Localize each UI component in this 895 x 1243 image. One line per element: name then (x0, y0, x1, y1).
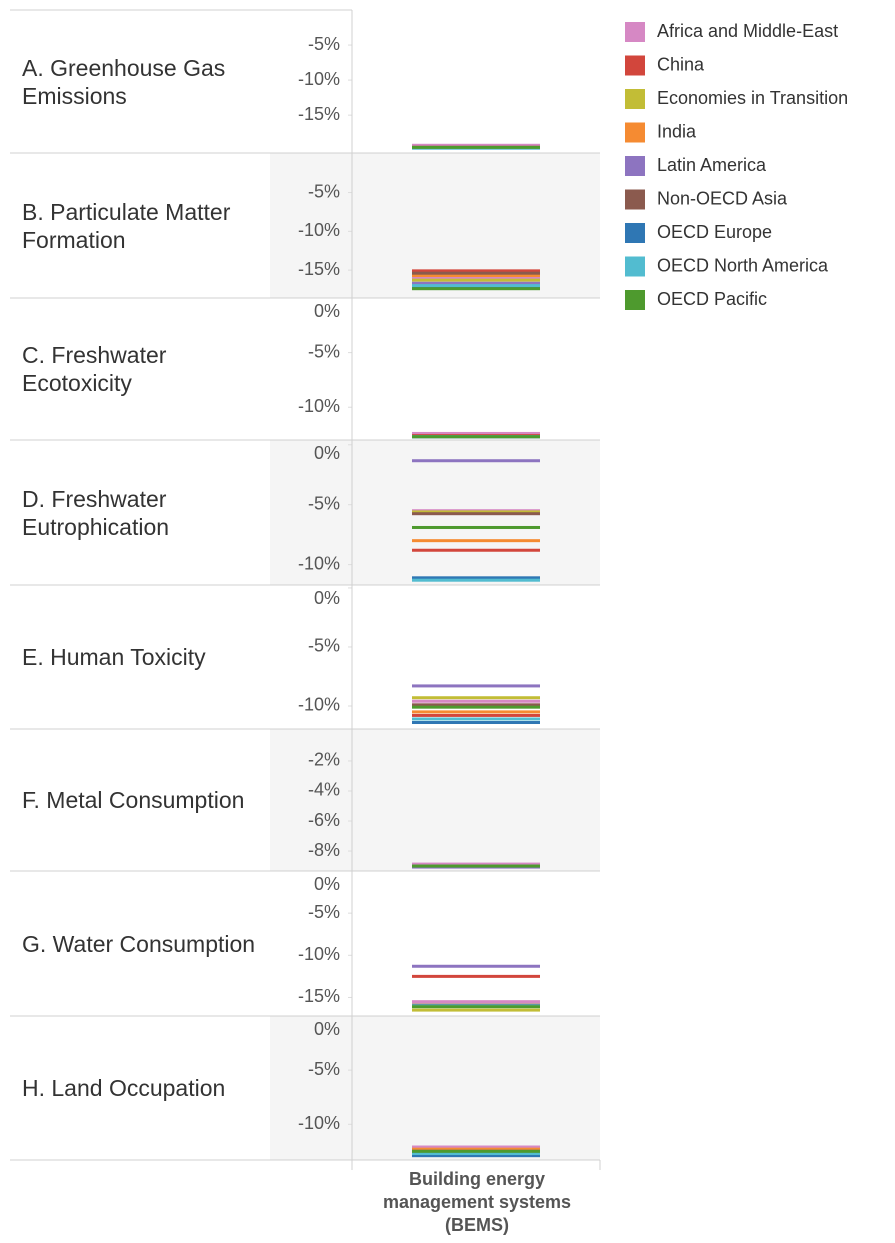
panel-title: H. Land Occupation (22, 1075, 226, 1101)
legend-label: India (657, 121, 697, 141)
legend-swatch (625, 223, 645, 243)
tick-mark (412, 435, 540, 439)
y-tick-label: 0% (314, 588, 340, 608)
y-tick-label: -4% (308, 780, 340, 800)
y-tick-label: -5% (308, 181, 340, 201)
tick-mark (412, 548, 540, 552)
tick-mark (412, 287, 540, 291)
tick-mark (412, 974, 540, 978)
y-tick-label: -5% (308, 34, 340, 54)
tick-mark (412, 964, 540, 968)
y-tick-label: -10% (298, 553, 340, 573)
y-tick-label: 0% (314, 1019, 340, 1039)
tick-mark (412, 721, 540, 725)
legend-swatch (625, 156, 645, 176)
panel-title: B. Particulate Matter Formation (22, 198, 231, 253)
tick-mark (412, 864, 540, 868)
y-tick-label: -5% (308, 341, 340, 361)
y-tick-label: 0% (314, 301, 340, 321)
legend-label: Latin America (657, 155, 767, 175)
y-tick-label: -5% (308, 636, 340, 656)
panel-band (270, 1016, 600, 1160)
tick-mark (412, 717, 540, 721)
y-tick-label: -15% (298, 104, 340, 124)
panel-band (270, 729, 600, 871)
y-tick-label: -15% (298, 259, 340, 279)
tick-mark (412, 576, 540, 580)
tick-mark (412, 710, 540, 714)
y-tick-label: -10% (298, 695, 340, 715)
y-tick-label: -10% (298, 944, 340, 964)
tick-mark (412, 143, 540, 147)
tick-mark (412, 684, 540, 688)
tick-mark (412, 284, 540, 288)
y-tick-label: -8% (308, 840, 340, 860)
y-tick-label: -10% (298, 69, 340, 89)
legend-label: OECD Pacific (657, 289, 767, 309)
tick-mark (412, 862, 540, 866)
tick-mark (412, 713, 540, 717)
tick-mark (412, 525, 540, 529)
tick-mark (412, 703, 540, 707)
tick-mark (412, 278, 540, 282)
tick-mark (412, 271, 540, 275)
x-category-label: Building energy management systems (BEMS… (382, 1169, 572, 1235)
panel-title: C. Freshwater Ecotoxicity (22, 342, 167, 396)
tick-mark (412, 1154, 540, 1158)
tick-mark (412, 539, 540, 543)
y-tick-label: -15% (298, 986, 340, 1006)
tick-mark (412, 1149, 540, 1153)
tick-mark (412, 269, 540, 273)
legend-swatch (625, 55, 645, 76)
legend-swatch (625, 189, 645, 210)
y-tick-label: -10% (298, 396, 340, 416)
tick-mark (412, 578, 540, 582)
y-tick-label: -5% (308, 493, 340, 513)
tick-mark (412, 274, 540, 278)
tick-mark (412, 281, 540, 285)
legend-label: Africa and Middle-East (657, 21, 838, 41)
panel-title: D. Freshwater Eutrophication (22, 485, 170, 540)
tick-mark (412, 285, 540, 289)
legend-label: OECD Europe (657, 222, 772, 242)
tick-mark (412, 1147, 540, 1151)
tick-mark (412, 431, 540, 435)
legend-swatch (625, 89, 645, 109)
tick-mark (412, 1000, 540, 1004)
panel-title: A. Greenhouse Gas Emissions (22, 54, 226, 109)
tick-mark (412, 512, 540, 516)
legend-label: OECD North America (657, 255, 829, 275)
tick-mark (412, 1008, 540, 1012)
legend-swatch (625, 122, 645, 143)
tick-mark (412, 705, 540, 709)
y-tick-label: -5% (308, 902, 340, 922)
tick-mark (412, 459, 540, 463)
tick-mark (412, 1005, 540, 1009)
legend-swatch (625, 256, 645, 277)
y-tick-label: -6% (308, 810, 340, 830)
legend-label: Economies in Transition (657, 88, 848, 108)
tick-mark (412, 696, 540, 700)
legend-label: Non-OECD Asia (657, 188, 788, 208)
y-tick-label: -10% (298, 1113, 340, 1133)
tick-mark (412, 1145, 540, 1149)
y-tick-label: 0% (314, 443, 340, 463)
legend-swatch (625, 290, 645, 310)
panel-title: E. Human Toxicity (22, 644, 206, 670)
panel-title: G. Water Consumption (22, 930, 256, 957)
tick-mark (412, 145, 540, 149)
tick-mark (412, 699, 540, 703)
panel-title: F. Metal Consumption (22, 787, 245, 813)
legend-swatch (625, 22, 645, 42)
tick-mark (412, 1152, 540, 1156)
tick-mark (412, 276, 540, 280)
legend-label: China (657, 54, 705, 74)
tick-mark (412, 510, 540, 514)
y-tick-label: -5% (308, 1059, 340, 1079)
y-tick-label: -2% (308, 750, 340, 770)
y-tick-label: -10% (298, 220, 340, 240)
y-tick-label: 0% (314, 874, 340, 894)
